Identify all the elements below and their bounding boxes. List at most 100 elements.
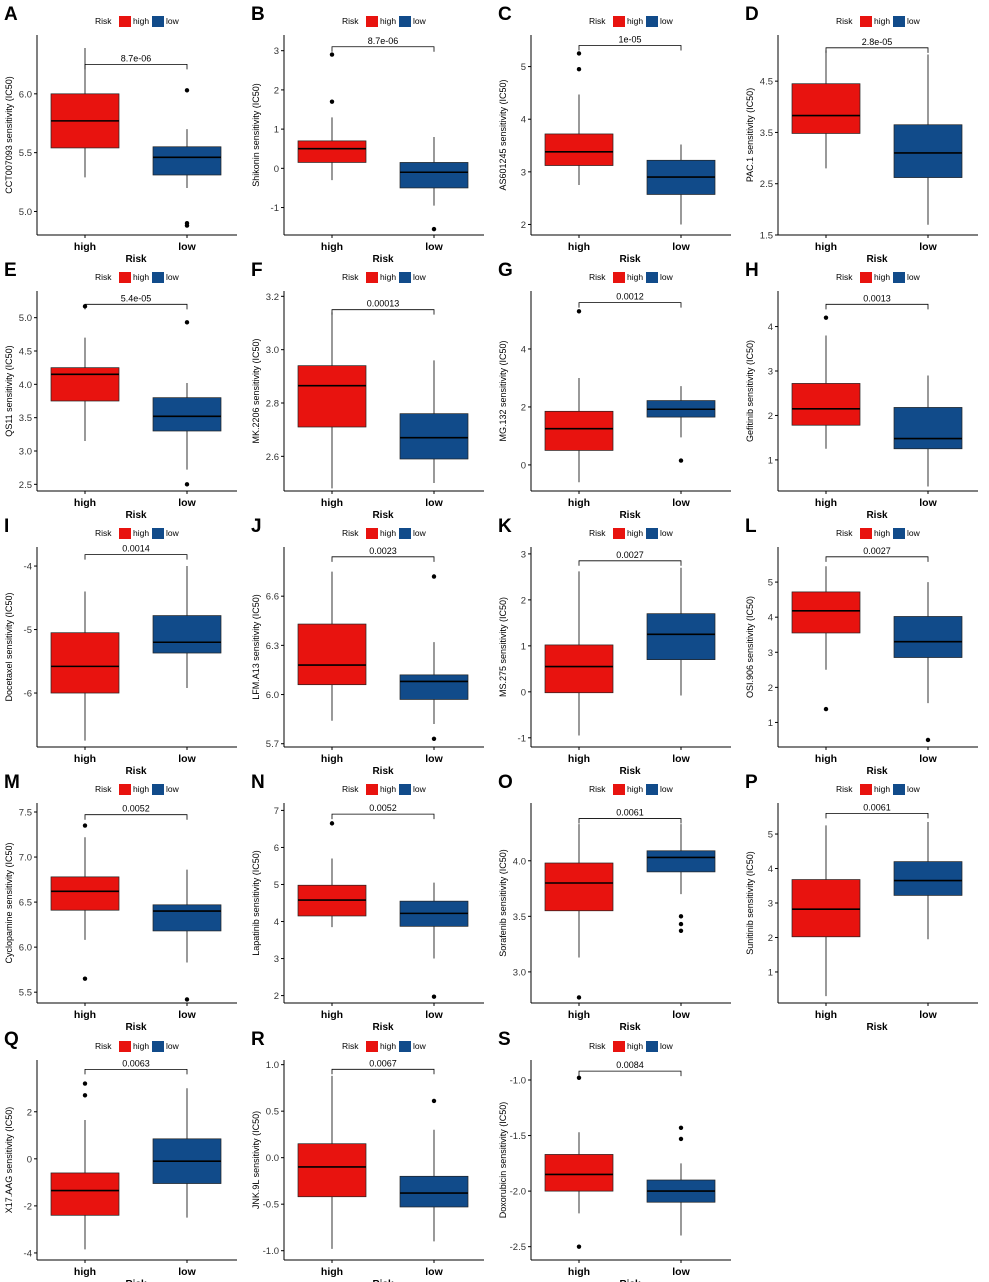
chart-panel-f: F Risk high low 2.6 2.8 3.0 3.2 MK.2206 sensitiv… [251, 260, 484, 521]
legend-label-low: low [907, 16, 921, 26]
y-tick-label: 2 [274, 991, 279, 1002]
panel-label: E [4, 260, 17, 281]
x-axis-title: Risk [372, 510, 394, 521]
y-axis-title: OSI.906 sensitivity (IC50) [745, 596, 755, 698]
y-axis-title: Sorafenib sensitivity (IC50) [498, 849, 508, 957]
box-low [646, 386, 716, 463]
x-tick-label-high: high [321, 1266, 343, 1278]
panel-label: D [745, 4, 759, 25]
x-tick-label-low: low [919, 753, 937, 765]
legend: Risk high low [95, 272, 180, 283]
x-tick-label-low: low [425, 241, 443, 253]
outlier-point [823, 315, 829, 320]
p-value-label: 0.0063 [122, 1058, 150, 1068]
legend-title: Risk [342, 272, 359, 282]
y-tick-label: 0 [274, 164, 279, 175]
x-tick-label-high: high [74, 241, 96, 253]
box-low [893, 821, 963, 940]
legend-label-low: low [166, 272, 180, 282]
x-axis-title: Risk [372, 1279, 394, 1282]
significance-bracket [578, 302, 682, 308]
legend-swatch-high [366, 528, 378, 539]
legend-label-low: low [166, 16, 180, 26]
panel-label: S [498, 1029, 511, 1050]
legend-label-high: high [133, 1041, 149, 1051]
box-high [544, 51, 614, 185]
box-iqr [791, 879, 861, 938]
x-tick-label-high: high [568, 497, 590, 509]
legend-swatch-high [366, 784, 378, 795]
y-axis-title: QS11 sensitivity (IC50) [4, 345, 14, 436]
panel-label: B [251, 4, 265, 25]
legend-label-low: low [413, 528, 427, 538]
legend-label-high: high [627, 784, 643, 794]
legend: Risk high low [836, 528, 921, 539]
p-value-label: 5.4e-05 [121, 293, 152, 303]
x-axis-title: Risk [125, 766, 147, 777]
outlier-point [431, 226, 437, 232]
y-tick-label: 6.0 [266, 690, 279, 701]
outlier-point [82, 976, 88, 981]
box-iqr [791, 591, 861, 634]
y-tick-label: 7 [274, 806, 279, 817]
x-tick-label-low: low [178, 497, 196, 509]
legend-title: Risk [589, 16, 606, 26]
outlier-point [184, 88, 190, 93]
legend-label-high: high [380, 1041, 396, 1051]
x-axis-title: Risk [125, 1022, 147, 1033]
legend-label-high: high [627, 1041, 643, 1051]
panel-label: K [498, 516, 512, 537]
y-tick-label: 0 [521, 460, 526, 471]
y-tick-label: 4.0 [19, 380, 32, 391]
x-axis-title: Risk [866, 254, 888, 265]
legend-swatch-high [119, 1041, 131, 1052]
y-tick-label: 4 [768, 322, 773, 333]
outlier-point [431, 1098, 437, 1104]
panel-label: C [498, 4, 512, 25]
y-tick-label: 1 [768, 718, 773, 729]
x-tick-label-low: low [672, 1009, 690, 1021]
chart-panel-b: B Risk high low -1 0 1 2 3 Shikonin sensitivity (… [251, 4, 484, 265]
legend-title: Risk [589, 528, 606, 538]
y-tick-label: 2 [521, 402, 526, 413]
x-axis-title: Risk [866, 766, 888, 777]
legend-swatch-low [152, 272, 164, 283]
p-value-label: 0.0023 [369, 546, 397, 556]
y-tick-label: -1.0 [263, 1246, 279, 1257]
y-axis-title: Gefitinib sensitivity (IC50) [745, 340, 755, 442]
y-axis-title: JNK.9L sensitivity (IC50) [251, 1111, 261, 1209]
legend-swatch-low [399, 16, 411, 27]
legend-swatch-high [366, 1041, 378, 1052]
y-tick-label: 2.8 [266, 399, 279, 410]
significance-bracket [84, 814, 188, 820]
box-low [646, 1125, 716, 1236]
legend-title: Risk [342, 1041, 359, 1051]
legend-title: Risk [342, 528, 359, 538]
panel-label: H [745, 260, 759, 281]
box-low [893, 375, 963, 487]
x-tick-label-high: high [815, 497, 837, 509]
box-low [893, 582, 963, 743]
x-tick-label-high: high [321, 1009, 343, 1021]
legend-label-high: high [627, 16, 643, 26]
p-value-label: 0.0061 [616, 808, 644, 818]
legend-swatch-low [893, 784, 905, 795]
y-tick-label: 3 [768, 367, 773, 378]
outlier-point [184, 221, 190, 226]
x-tick-label-low: low [919, 497, 937, 509]
chart-panel-q: Q Risk high low -4 -2 0 2 X17.AAG sensitivity (I… [4, 1029, 237, 1282]
y-tick-label: 1 [768, 967, 773, 978]
legend-swatch-low [152, 1041, 164, 1052]
x-tick-label-high: high [321, 497, 343, 509]
y-tick-label: 6.5 [19, 898, 32, 909]
chart-panel-l: L Risk high low 1 2 3 4 5 OSI.906 sensitivity (IC… [745, 516, 978, 777]
legend-swatch-low [646, 272, 658, 283]
legend-title: Risk [589, 272, 606, 282]
box-iqr [893, 616, 963, 658]
legend-title: Risk [836, 784, 853, 794]
legend-label-high: high [874, 272, 890, 282]
box-high [50, 591, 120, 741]
y-tick-label: -4 [24, 562, 32, 573]
x-tick-label-low: low [672, 1266, 690, 1278]
y-axis-title: MS.275 sensitivity (IC50) [498, 597, 508, 697]
